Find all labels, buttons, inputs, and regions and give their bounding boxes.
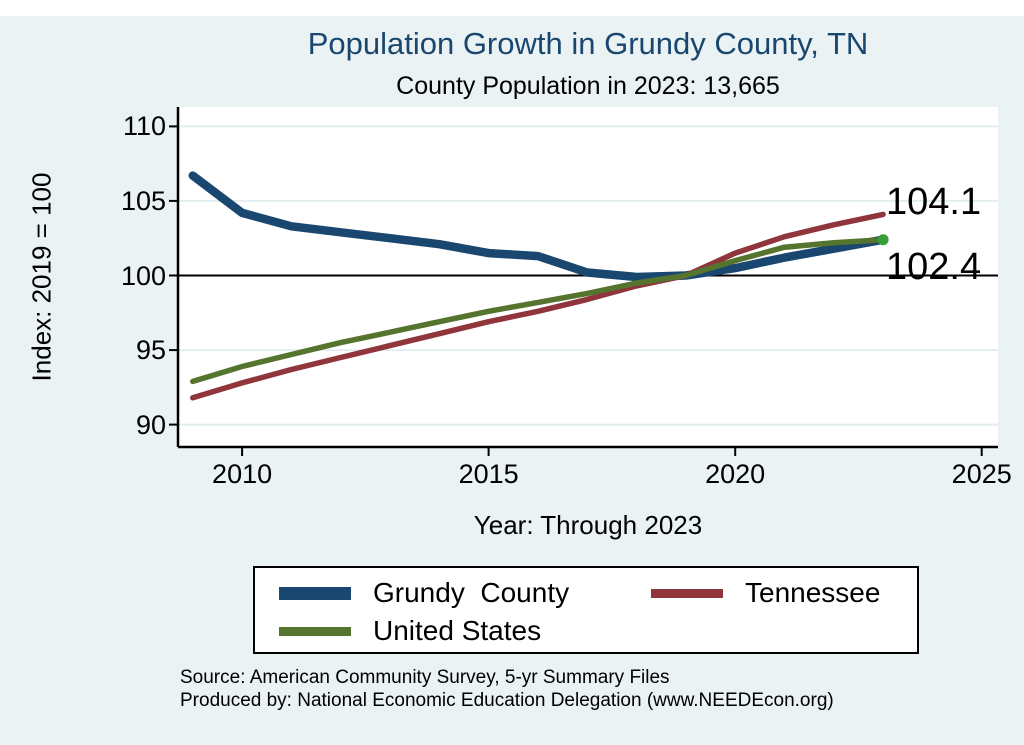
plot-svg [169, 107, 998, 456]
legend-swatch-grundy-county [279, 586, 351, 600]
x-tick-label: 2015 [458, 459, 519, 489]
x-tick-label: 2020 [705, 459, 766, 489]
chart-subtitle: County Population in 2023: 13,665 [396, 72, 780, 100]
y-tick-label: 90 [135, 409, 166, 440]
produced-by-note: Produced by: National Economic Education… [180, 690, 834, 711]
y-tick-label: 105 [120, 185, 166, 216]
legend-label-united-states: United States [373, 615, 542, 646]
legend-label-tennessee: Tennessee [745, 577, 881, 608]
y-tick-label: 100 [120, 260, 166, 291]
canvas-top-edge [0, 0, 1024, 16]
legend-item-tennessee: Tennessee [651, 576, 880, 610]
legend-item-united-states: United States [279, 614, 541, 648]
series-line-tennessee [190, 211, 886, 401]
footer-notes: Source: American Community Survey, 5-yr … [180, 666, 834, 712]
annotation-tennessee-end: 104.1 [886, 181, 982, 223]
y-tick-label: 110 [122, 111, 166, 142]
annotation-grundy-end: 102.4 [886, 246, 982, 288]
x-tick-label: 2025 [951, 459, 1012, 489]
plot-area [169, 107, 998, 456]
source-note: Source: American Community Survey, 5-yr … [180, 667, 670, 688]
legend-swatch-united-states [279, 626, 351, 636]
series-line-united-states [190, 236, 886, 385]
y-tick-label: 95 [135, 335, 166, 366]
x-axis-title: Year: Through 2023 [473, 510, 703, 540]
legend-label-grundy-county: Grundy County [373, 577, 570, 608]
series-line-grundy-county [188, 171, 888, 282]
legend-item-grundy-county: Grundy County [279, 576, 569, 610]
legend-swatch-tennessee [651, 588, 723, 598]
chart-title: Population Growth in Grundy County, TN [307, 26, 869, 61]
x-tick-label: 2010 [212, 459, 273, 489]
legend: Grundy County Tennessee United States [253, 566, 919, 654]
end-marker-united-states [877, 234, 889, 246]
